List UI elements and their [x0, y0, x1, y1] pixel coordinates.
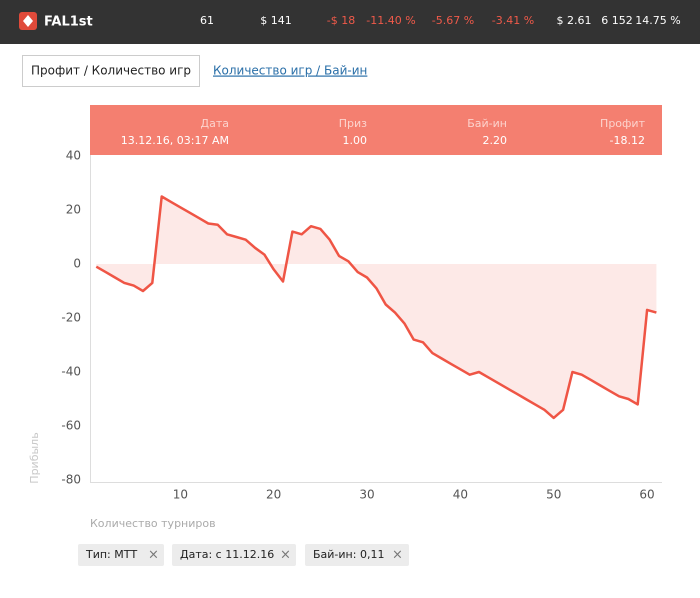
x-tick-label: 60: [639, 488, 654, 502]
x-axis-label: Количество турниров: [90, 517, 216, 530]
y-tick-label: -20: [61, 311, 81, 325]
y-tick-label: 20: [66, 203, 81, 217]
x-tick-label: 10: [173, 488, 188, 502]
tooltip-label: Дата: [201, 117, 229, 130]
tooltip-value: -18.12: [610, 134, 645, 147]
y-tick-label: -60: [61, 419, 81, 433]
tab-active[interactable]: [22, 55, 200, 87]
line: [95, 195, 657, 420]
player-name: FAL1st: [44, 15, 93, 30]
tooltip-value: 13.12.16, 03:17 AM: [121, 134, 229, 147]
filter-remove[interactable]: ×: [392, 548, 403, 563]
filter-remove[interactable]: ×: [280, 548, 291, 563]
filter-label: Бай-ин: 0,11: [313, 548, 384, 561]
plot: [95, 195, 657, 420]
stat: -$ 18: [327, 14, 355, 27]
tooltip: [90, 105, 662, 155]
tooltip-value: 1.00: [343, 134, 368, 147]
filter-label: Дата: с 11.12.16: [180, 548, 274, 561]
tab-link[interactable]: Количество игр / Бай-ин: [213, 64, 367, 78]
x-tick-label: 30: [359, 488, 374, 502]
tab-label[interactable]: Профит / Количество игр: [31, 64, 191, 78]
y-axis-label: Прибыль: [28, 432, 41, 483]
filter-label: Тип: МТТ: [85, 548, 137, 561]
y-tick-label: -80: [61, 473, 81, 487]
x-tick-label: 40: [453, 488, 468, 502]
filter-remove[interactable]: ×: [148, 548, 159, 563]
tooltip-label: Профит: [600, 117, 646, 130]
filter-chip[interactable]: [172, 544, 296, 566]
top-bar: [0, 0, 700, 44]
area: [96, 196, 657, 418]
stat: 61: [200, 14, 214, 27]
filter-chip[interactable]: [305, 544, 409, 566]
filter-chip[interactable]: [78, 544, 164, 566]
tooltip-value: 2.20: [483, 134, 508, 147]
stat: -3.41 %: [492, 14, 534, 27]
tooltip-label: Бай-ин: [467, 117, 507, 130]
stat: $ 2.61: [557, 14, 592, 27]
x-tick-label: 20: [266, 488, 281, 502]
y-tick-label: 40: [66, 149, 81, 163]
stat: -11.40 %: [366, 14, 415, 27]
logo-mark: [23, 15, 33, 27]
stat: -5.67 %: [432, 14, 474, 27]
y-tick-label: 0: [73, 257, 81, 271]
stat: 14.75 %: [635, 14, 680, 27]
y-tick-label: -40: [61, 365, 81, 379]
stat: $ 141: [260, 14, 292, 27]
tooltip-label: Приз: [339, 117, 367, 130]
x-tick-label: 50: [546, 488, 561, 502]
stat: 6 152: [601, 14, 633, 27]
